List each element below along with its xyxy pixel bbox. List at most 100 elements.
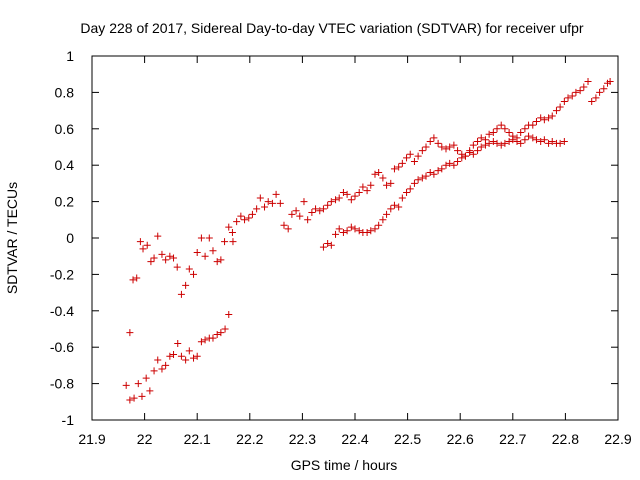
data-point (359, 183, 367, 191)
data-point (545, 139, 553, 147)
data-point (327, 198, 335, 206)
data-point (162, 361, 170, 369)
data-point (560, 98, 568, 105)
data-point (126, 329, 134, 337)
data-point (540, 116, 548, 124)
data-point (339, 189, 347, 196)
data-point (564, 94, 572, 102)
data-point (434, 139, 442, 147)
x-tick-label: 22.5 (394, 431, 421, 447)
data-point (205, 234, 213, 242)
x-tick-label: 22.6 (447, 431, 474, 447)
y-tick-label: -0.6 (50, 339, 74, 355)
data-point (466, 148, 474, 156)
data-point (312, 205, 320, 213)
data-point (139, 245, 147, 253)
data-point (367, 227, 375, 235)
y-axis-label: SDTVAR / TECUs (4, 182, 20, 294)
data-point (529, 121, 537, 129)
data-point (304, 216, 312, 224)
data-point (308, 209, 316, 217)
data-point (245, 214, 253, 222)
data-point (136, 238, 144, 246)
data-point (177, 290, 185, 298)
data-point (521, 136, 529, 144)
data-point (379, 174, 387, 182)
data-point (182, 356, 190, 364)
data-point (532, 136, 540, 144)
x-tick-label: 22.1 (184, 431, 211, 447)
data-point (327, 241, 335, 249)
data-point (458, 154, 466, 162)
data-point (122, 381, 130, 389)
data-point (143, 241, 151, 249)
data-point (134, 380, 142, 388)
data-point (355, 227, 363, 235)
x-tick-label: 22.3 (289, 431, 316, 447)
data-point (339, 229, 347, 237)
data-point (387, 179, 395, 187)
data-point (568, 92, 576, 100)
data-point (426, 138, 434, 146)
data-point (197, 338, 205, 346)
data-point (548, 112, 556, 120)
data-point (442, 161, 450, 169)
data-point (133, 274, 141, 282)
data-point (126, 396, 134, 404)
data-point (481, 141, 489, 149)
data-point (288, 210, 296, 218)
data-point (229, 238, 237, 246)
data-point (316, 207, 324, 215)
data-point (371, 170, 379, 178)
data-point (221, 325, 229, 333)
y-tick-label: -0.8 (50, 376, 74, 392)
data-point (170, 254, 178, 262)
data-point (363, 229, 371, 237)
data-point (138, 392, 146, 400)
data-point (446, 159, 454, 167)
data-point (272, 190, 280, 198)
y-tick-label: 1 (66, 48, 74, 64)
data-point (398, 159, 406, 167)
data-point (383, 181, 391, 189)
data-point (343, 227, 351, 235)
data-point (130, 394, 138, 402)
data-point (221, 238, 229, 246)
data-point (150, 254, 158, 262)
data-point (556, 103, 564, 111)
data-point (560, 138, 568, 146)
data-point (552, 107, 560, 115)
chart-title: Day 228 of 2017, Sidereal Day-to-day VTE… (80, 20, 584, 36)
x-axis: 21.9 22 22.1 22.2 22.3 22.4 22.5 22.6 22.7 22.8 22… (78, 56, 632, 447)
data-point (387, 205, 395, 213)
data-point (548, 138, 556, 146)
data-point (201, 336, 209, 344)
data-point (217, 256, 225, 264)
data-point (450, 161, 458, 169)
data-point (319, 243, 327, 251)
data-point (129, 276, 137, 284)
data-point (469, 141, 477, 149)
data-point (335, 225, 343, 233)
data-point (332, 230, 340, 238)
data-point (193, 249, 201, 257)
data-point (509, 136, 517, 144)
x-tick-label: 21.9 (78, 431, 105, 447)
data-point (576, 87, 584, 95)
x-tick-label: 22 (137, 431, 153, 447)
data-point (264, 198, 272, 206)
data-point (371, 225, 379, 233)
data-point (225, 223, 233, 231)
data-point (276, 199, 284, 207)
data-point (347, 196, 355, 204)
data-point (513, 138, 521, 146)
data-point (193, 352, 201, 360)
data-point (497, 141, 505, 149)
data-point (351, 225, 359, 233)
data-point (438, 143, 446, 151)
data-point (154, 232, 162, 240)
data-point (474, 147, 482, 155)
data-point (237, 212, 245, 220)
data-point (497, 121, 505, 129)
